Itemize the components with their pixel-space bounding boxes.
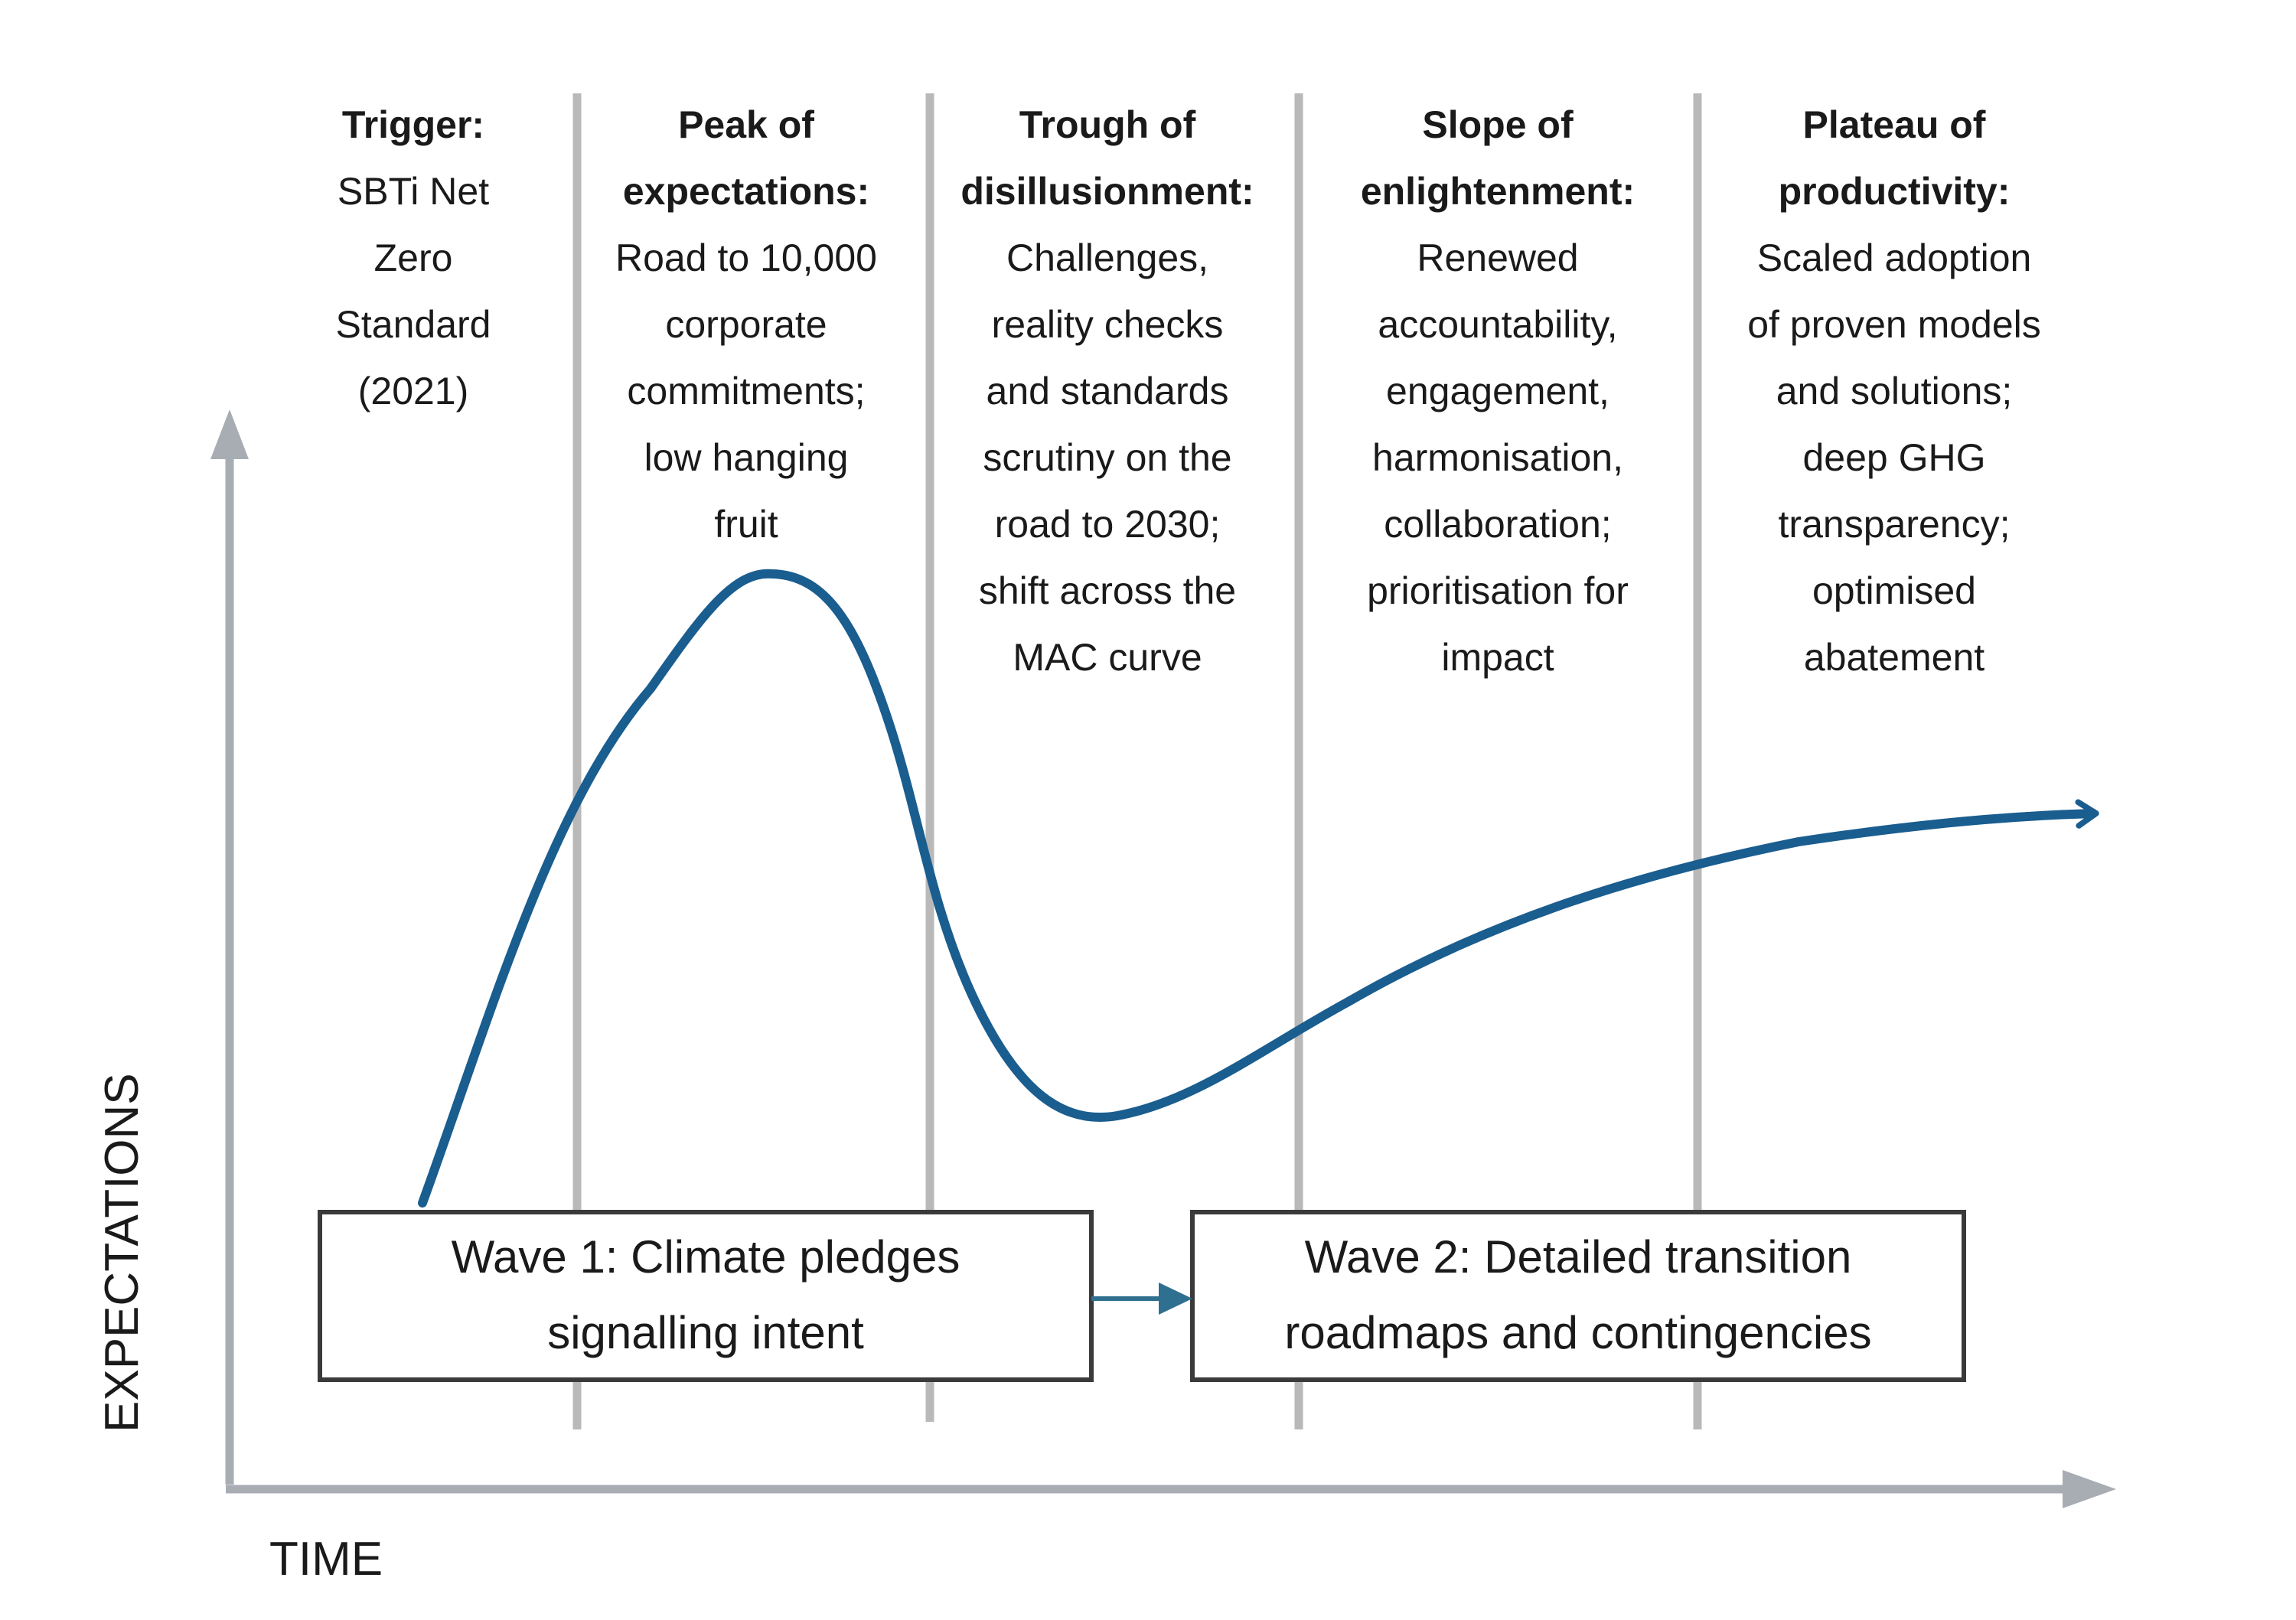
phase-heading-line: Trigger: xyxy=(342,103,484,146)
wave-1-box xyxy=(318,1210,1094,1382)
phase-body-line: and standards xyxy=(987,370,1229,412)
phase-body-line: accountability, xyxy=(1378,303,1617,346)
phase-body-line: commitments; xyxy=(627,370,865,412)
phase-descriptions: Trigger: SBTi Net Zero Standard (2021) Peak o… xyxy=(336,103,2041,679)
phase-body-line: road to 2030; xyxy=(995,503,1221,546)
phase-heading-line: expectations: xyxy=(623,170,869,213)
phase-2: Peak of expectations: Road to 10,000 corpor… xyxy=(615,103,877,546)
phase-body-line: deep GHG xyxy=(1802,436,1985,479)
phase-body-line: scrutiny on the xyxy=(983,436,1231,479)
phase-body-line: Standard xyxy=(336,303,491,346)
phase-body-line: (2021) xyxy=(358,370,469,412)
phase-body-line: and solutions; xyxy=(1776,370,2013,412)
phase-body-line: harmonisation, xyxy=(1372,436,1623,479)
x-axis-label: TIME xyxy=(269,1533,383,1586)
phase-body-line: of proven models xyxy=(1747,303,2041,346)
phase-heading-line: productivity: xyxy=(1779,170,2011,213)
phase-body-line: optimised xyxy=(1812,569,1976,612)
phase-body-line: shift across the xyxy=(979,569,1236,612)
wave-1-label-line: Wave 1: Climate pledges xyxy=(452,1231,960,1283)
phase-3: Trough of disillusionment: Challenges, real… xyxy=(960,103,1254,679)
phase-4: Slope of enlightenment: Renewed accountabil… xyxy=(1361,103,1635,679)
phase-body-line: corporate xyxy=(665,303,827,346)
phase-heading-line: Trough of xyxy=(1019,103,1196,146)
phase-body-line: Zero xyxy=(374,236,453,279)
axes xyxy=(210,409,2116,1508)
phase-heading-line: Peak of xyxy=(678,103,814,146)
phase-heading-line: disillusionment: xyxy=(960,170,1254,213)
wave-2-label-line: roadmaps and contingencies xyxy=(1284,1307,1871,1358)
phase-dividers xyxy=(572,93,1702,1429)
phase-body-line: Road to 10,000 xyxy=(615,236,877,279)
wave-connector-arrowhead xyxy=(1159,1283,1192,1315)
phase-body-line: transparency; xyxy=(1779,503,2011,546)
wave-2-label-line: Wave 2: Detailed transition xyxy=(1305,1231,1852,1283)
phase-body-line: Scaled adoption xyxy=(1757,236,2032,279)
phase-body-line: fruit xyxy=(714,503,778,546)
phase-1: Trigger: SBTi Net Zero Standard (2021) xyxy=(336,103,491,412)
phase-body-line: impact xyxy=(1441,636,1554,679)
y-axis-arrowhead xyxy=(210,409,249,459)
phase-body-line: collaboration; xyxy=(1384,503,1611,546)
x-axis-arrowhead xyxy=(2063,1470,2116,1508)
phase-body-line: low hanging xyxy=(644,436,849,479)
phase-body-line: Challenges, xyxy=(1006,236,1208,279)
phase-body-line: engagement, xyxy=(1386,370,1609,412)
wave-labels: Wave 1: Climate pledges signalling intent… xyxy=(452,1231,1872,1358)
phase-body-line: reality checks xyxy=(992,303,1224,346)
hype-curve xyxy=(418,569,2099,1208)
phase-body-line: SBTi Net xyxy=(338,170,489,213)
phase-body-line: prioritisation for xyxy=(1367,569,1629,612)
phase-5: Plateau of productivity: Scaled adoption of… xyxy=(1747,103,2041,679)
phase-body-line: Renewed xyxy=(1417,236,1578,279)
wave-2-box xyxy=(1190,1210,1966,1382)
phase-heading-line: Slope of xyxy=(1422,103,1574,146)
y-axis-label: EXPECTATIONS xyxy=(96,1073,148,1433)
phase-body-line: abatement xyxy=(1804,636,1985,679)
phase-body-line: MAC curve xyxy=(1013,636,1202,679)
wave-1-label-line: signalling intent xyxy=(547,1307,864,1358)
phase-heading-line: Plateau of xyxy=(1803,103,1986,146)
wave-boxes: Wave 1: Climate pledges signalling intent… xyxy=(318,1210,1966,1382)
phase-heading-line: enlightenment: xyxy=(1361,170,1635,213)
